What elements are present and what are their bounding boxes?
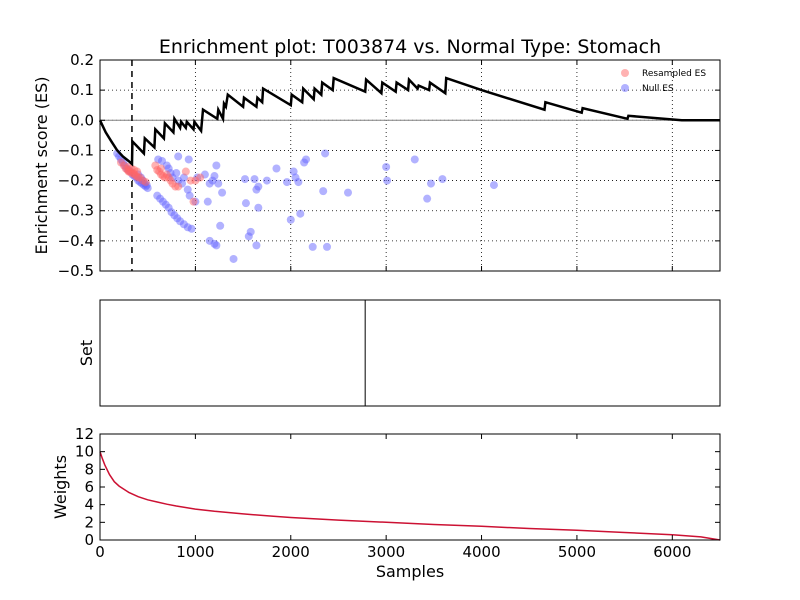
null-es-point	[218, 188, 227, 197]
null-es-point	[250, 175, 259, 184]
resampled-es-point	[189, 197, 198, 206]
null-es-point	[323, 242, 332, 251]
x-tick-label: 3000	[367, 543, 405, 561]
null-es-point	[240, 175, 249, 184]
null-es-point	[229, 254, 238, 263]
y-tick-label: −0.1	[58, 141, 94, 159]
figure-title: Enrichment plot: T003874 vs. Normal Type…	[159, 36, 661, 58]
null-es-point	[344, 188, 352, 197]
x-tick-label: 5000	[558, 543, 596, 561]
null-es-point	[254, 182, 263, 191]
weights-y-tick-label: 0	[84, 531, 94, 549]
weights-y-tick-label: 10	[75, 443, 94, 461]
null-es-point	[294, 178, 303, 187]
null-es-point	[216, 221, 225, 230]
null-es-point	[212, 161, 221, 170]
weights-curve	[99, 451, 721, 541]
null-es-point	[321, 149, 330, 158]
resampled-es-point	[196, 173, 205, 182]
enrichment-axes-frame	[99, 59, 721, 272]
x-tick-label: 4000	[462, 543, 500, 561]
x-tick-label: 6000	[653, 543, 691, 561]
null-es-point	[296, 209, 305, 218]
null-es-point	[214, 179, 223, 188]
null-es-point	[426, 179, 435, 188]
weights-y-tick-label: 12	[75, 425, 94, 443]
y-tick-label: −0.3	[58, 202, 94, 220]
null-es-points	[113, 149, 498, 263]
resampled-es-point	[181, 167, 190, 176]
x-tick-label: 2000	[272, 543, 310, 561]
null-es-point	[302, 155, 311, 164]
weights-xlabel: Samples	[376, 562, 444, 581]
null-es-point	[172, 169, 181, 178]
resampled-es-point	[157, 170, 166, 179]
legend: Resampled ES Null ES	[621, 69, 706, 94]
null-es-point	[184, 155, 193, 164]
legend-null-label: Null ES	[642, 84, 674, 94]
null-es-point	[254, 203, 263, 212]
resampled-es-point	[141, 178, 150, 187]
resampled-es-point	[133, 167, 142, 176]
null-es-point	[179, 173, 188, 182]
null-es-point	[210, 172, 219, 181]
null-es-point	[212, 241, 221, 250]
x-tick-label: 1000	[176, 543, 214, 561]
legend-resampled-label: Resampled ES	[642, 69, 706, 79]
null-es-point	[382, 163, 391, 172]
null-es-point	[183, 185, 192, 194]
null-es-point	[289, 167, 298, 176]
set-ylabel: Set	[77, 340, 96, 366]
y-tick-label: 0.0	[70, 111, 94, 129]
set-panel: Set	[77, 299, 721, 407]
enrichment-panel: −0.5 −0.4 −0.3 −0.2 −0.1 0.0 0.1 0.2 Enrichment…	[32, 51, 721, 280]
null-es-point	[246, 227, 255, 236]
y-tick-label: 0.1	[70, 81, 94, 99]
weights-ylabel: Weights	[51, 455, 70, 519]
resampled-es-points	[116, 158, 205, 206]
null-es-point	[174, 152, 183, 161]
null-es-point	[187, 224, 196, 233]
x-tick-label: 0	[95, 543, 105, 561]
null-es-point	[308, 242, 317, 251]
null-es-point	[423, 194, 432, 203]
legend-null-marker	[621, 84, 629, 92]
null-es-point	[272, 164, 281, 173]
null-es-point	[489, 181, 498, 190]
y-tick-label: −0.5	[58, 262, 94, 280]
null-es-point	[252, 241, 261, 250]
weights-y-tick-label: 6	[84, 478, 94, 496]
null-es-point	[262, 176, 271, 185]
resampled-es-point	[174, 182, 183, 191]
y-tick-label: 0.2	[70, 51, 94, 69]
es-curve	[98, 76, 720, 167]
weights-y-tick-label: 2	[84, 513, 94, 531]
y-tick-label: −0.2	[58, 172, 94, 190]
null-es-point	[203, 197, 212, 206]
weights-y-tick-label: 8	[84, 460, 94, 478]
null-es-point	[286, 215, 295, 224]
weights-y-tick-label: 4	[84, 496, 94, 514]
null-es-point	[185, 191, 194, 200]
resampled-es-point	[157, 164, 166, 173]
null-es-point	[438, 175, 447, 184]
set-axes-frame	[99, 299, 721, 407]
null-es-point	[282, 178, 291, 187]
null-es-point	[410, 155, 419, 164]
y-tick-label: −0.4	[58, 232, 94, 250]
null-es-point	[319, 187, 328, 196]
null-es-point	[383, 176, 392, 185]
legend-resampled-marker	[621, 69, 629, 77]
null-es-point	[241, 199, 250, 208]
enrichment-grid	[100, 60, 720, 271]
enrichment-y-ticks: −0.5 −0.4 −0.3 −0.2 −0.1 0.0 0.1 0.2	[58, 51, 720, 280]
enrichment-ylabel: Enrichment score (ES)	[32, 77, 51, 255]
